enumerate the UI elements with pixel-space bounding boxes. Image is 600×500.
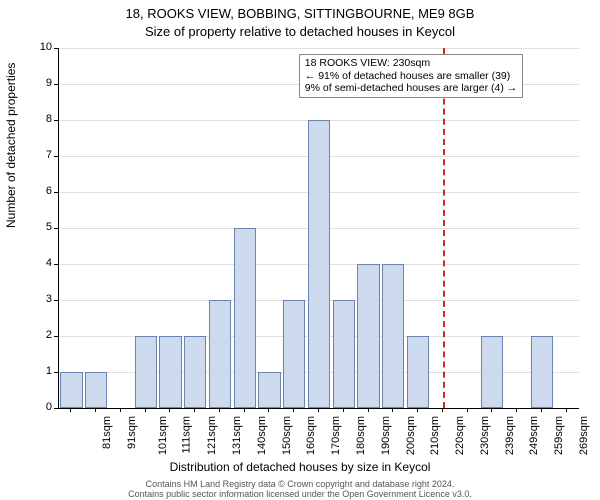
- chart-container: 18, ROOKS VIEW, BOBBING, SITTINGBOURNE, …: [0, 0, 600, 500]
- histogram-bar: [531, 336, 553, 408]
- x-tick-label: 81sqm: [101, 416, 113, 449]
- histogram-bar: [85, 372, 107, 408]
- y-tick-label: 6: [28, 185, 52, 197]
- x-tick-label: 101sqm: [157, 416, 169, 455]
- histogram-bar: [159, 336, 181, 408]
- y-tick-label: 0: [28, 401, 52, 413]
- y-axis-label: Number of detached properties: [4, 63, 18, 228]
- x-tick-label: 140sqm: [256, 416, 268, 455]
- chart-title-address: 18, ROOKS VIEW, BOBBING, SITTINGBOURNE, …: [0, 6, 600, 21]
- x-tick-label: 180sqm: [355, 416, 367, 455]
- histogram-bar: [481, 336, 503, 408]
- histogram-bar: [283, 300, 305, 408]
- histogram-bar: [308, 120, 330, 408]
- y-tick-label: 8: [28, 113, 52, 125]
- x-tick-label: 111sqm: [180, 416, 192, 454]
- x-tick-label: 121sqm: [207, 416, 219, 455]
- x-axis-label: Distribution of detached houses by size …: [0, 460, 600, 474]
- y-tick-label: 5: [28, 221, 52, 233]
- y-tick-label: 2: [28, 329, 52, 341]
- x-tick-label: 259sqm: [553, 416, 565, 455]
- histogram-bar: [135, 336, 157, 408]
- y-tick-label: 9: [28, 77, 52, 89]
- x-tick-label: 190sqm: [380, 416, 392, 455]
- y-tick-label: 3: [28, 293, 52, 305]
- histogram-bar: [60, 372, 82, 408]
- plot-area: 18 ROOKS VIEW: 230sqm ← 91% of detached …: [58, 48, 579, 409]
- annotation-line1: 18 ROOKS VIEW: 230sqm: [305, 57, 517, 70]
- histogram-bar: [333, 300, 355, 408]
- y-tick-label: 10: [28, 41, 52, 53]
- x-tick-label: 220sqm: [454, 416, 466, 455]
- reference-line: [443, 48, 445, 408]
- x-tick-label: 239sqm: [504, 416, 516, 455]
- annotation-box: 18 ROOKS VIEW: 230sqm ← 91% of detached …: [299, 54, 523, 98]
- x-tick-label: 150sqm: [281, 416, 293, 455]
- x-tick-label: 170sqm: [330, 416, 342, 455]
- x-tick-label: 200sqm: [405, 416, 417, 455]
- x-tick-label: 249sqm: [528, 416, 540, 455]
- chart-title-subtitle: Size of property relative to detached ho…: [0, 24, 600, 39]
- histogram-bar: [234, 228, 256, 408]
- x-tick-label: 210sqm: [429, 416, 441, 455]
- footer-attribution: Contains HM Land Registry data © Crown c…: [0, 480, 600, 500]
- annotation-line3: 9% of semi-detached houses are larger (4…: [305, 82, 517, 95]
- x-tick-label: 131sqm: [231, 416, 243, 455]
- annotation-line2: ← 91% of detached houses are smaller (39…: [305, 70, 517, 83]
- histogram-bar: [357, 264, 379, 408]
- x-tick-label: 91sqm: [126, 416, 138, 449]
- y-tick-label: 1: [28, 365, 52, 377]
- y-tick-label: 7: [28, 149, 52, 161]
- histogram-bar: [407, 336, 429, 408]
- histogram-bar: [209, 300, 231, 408]
- x-tick-label: 230sqm: [479, 416, 491, 455]
- x-tick-label: 269sqm: [578, 416, 590, 455]
- histogram-bar: [258, 372, 280, 408]
- histogram-bar: [184, 336, 206, 408]
- histogram-bar: [382, 264, 404, 408]
- y-tick-label: 4: [28, 257, 52, 269]
- x-tick-label: 160sqm: [306, 416, 318, 455]
